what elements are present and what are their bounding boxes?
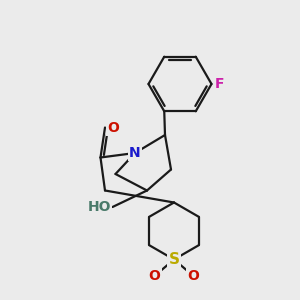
Text: HO: HO bbox=[88, 200, 111, 214]
Text: O: O bbox=[188, 269, 200, 283]
Text: F: F bbox=[215, 77, 225, 91]
Text: N: N bbox=[129, 146, 141, 160]
Text: O: O bbox=[107, 121, 119, 134]
Text: O: O bbox=[148, 269, 160, 283]
Text: S: S bbox=[169, 252, 179, 267]
